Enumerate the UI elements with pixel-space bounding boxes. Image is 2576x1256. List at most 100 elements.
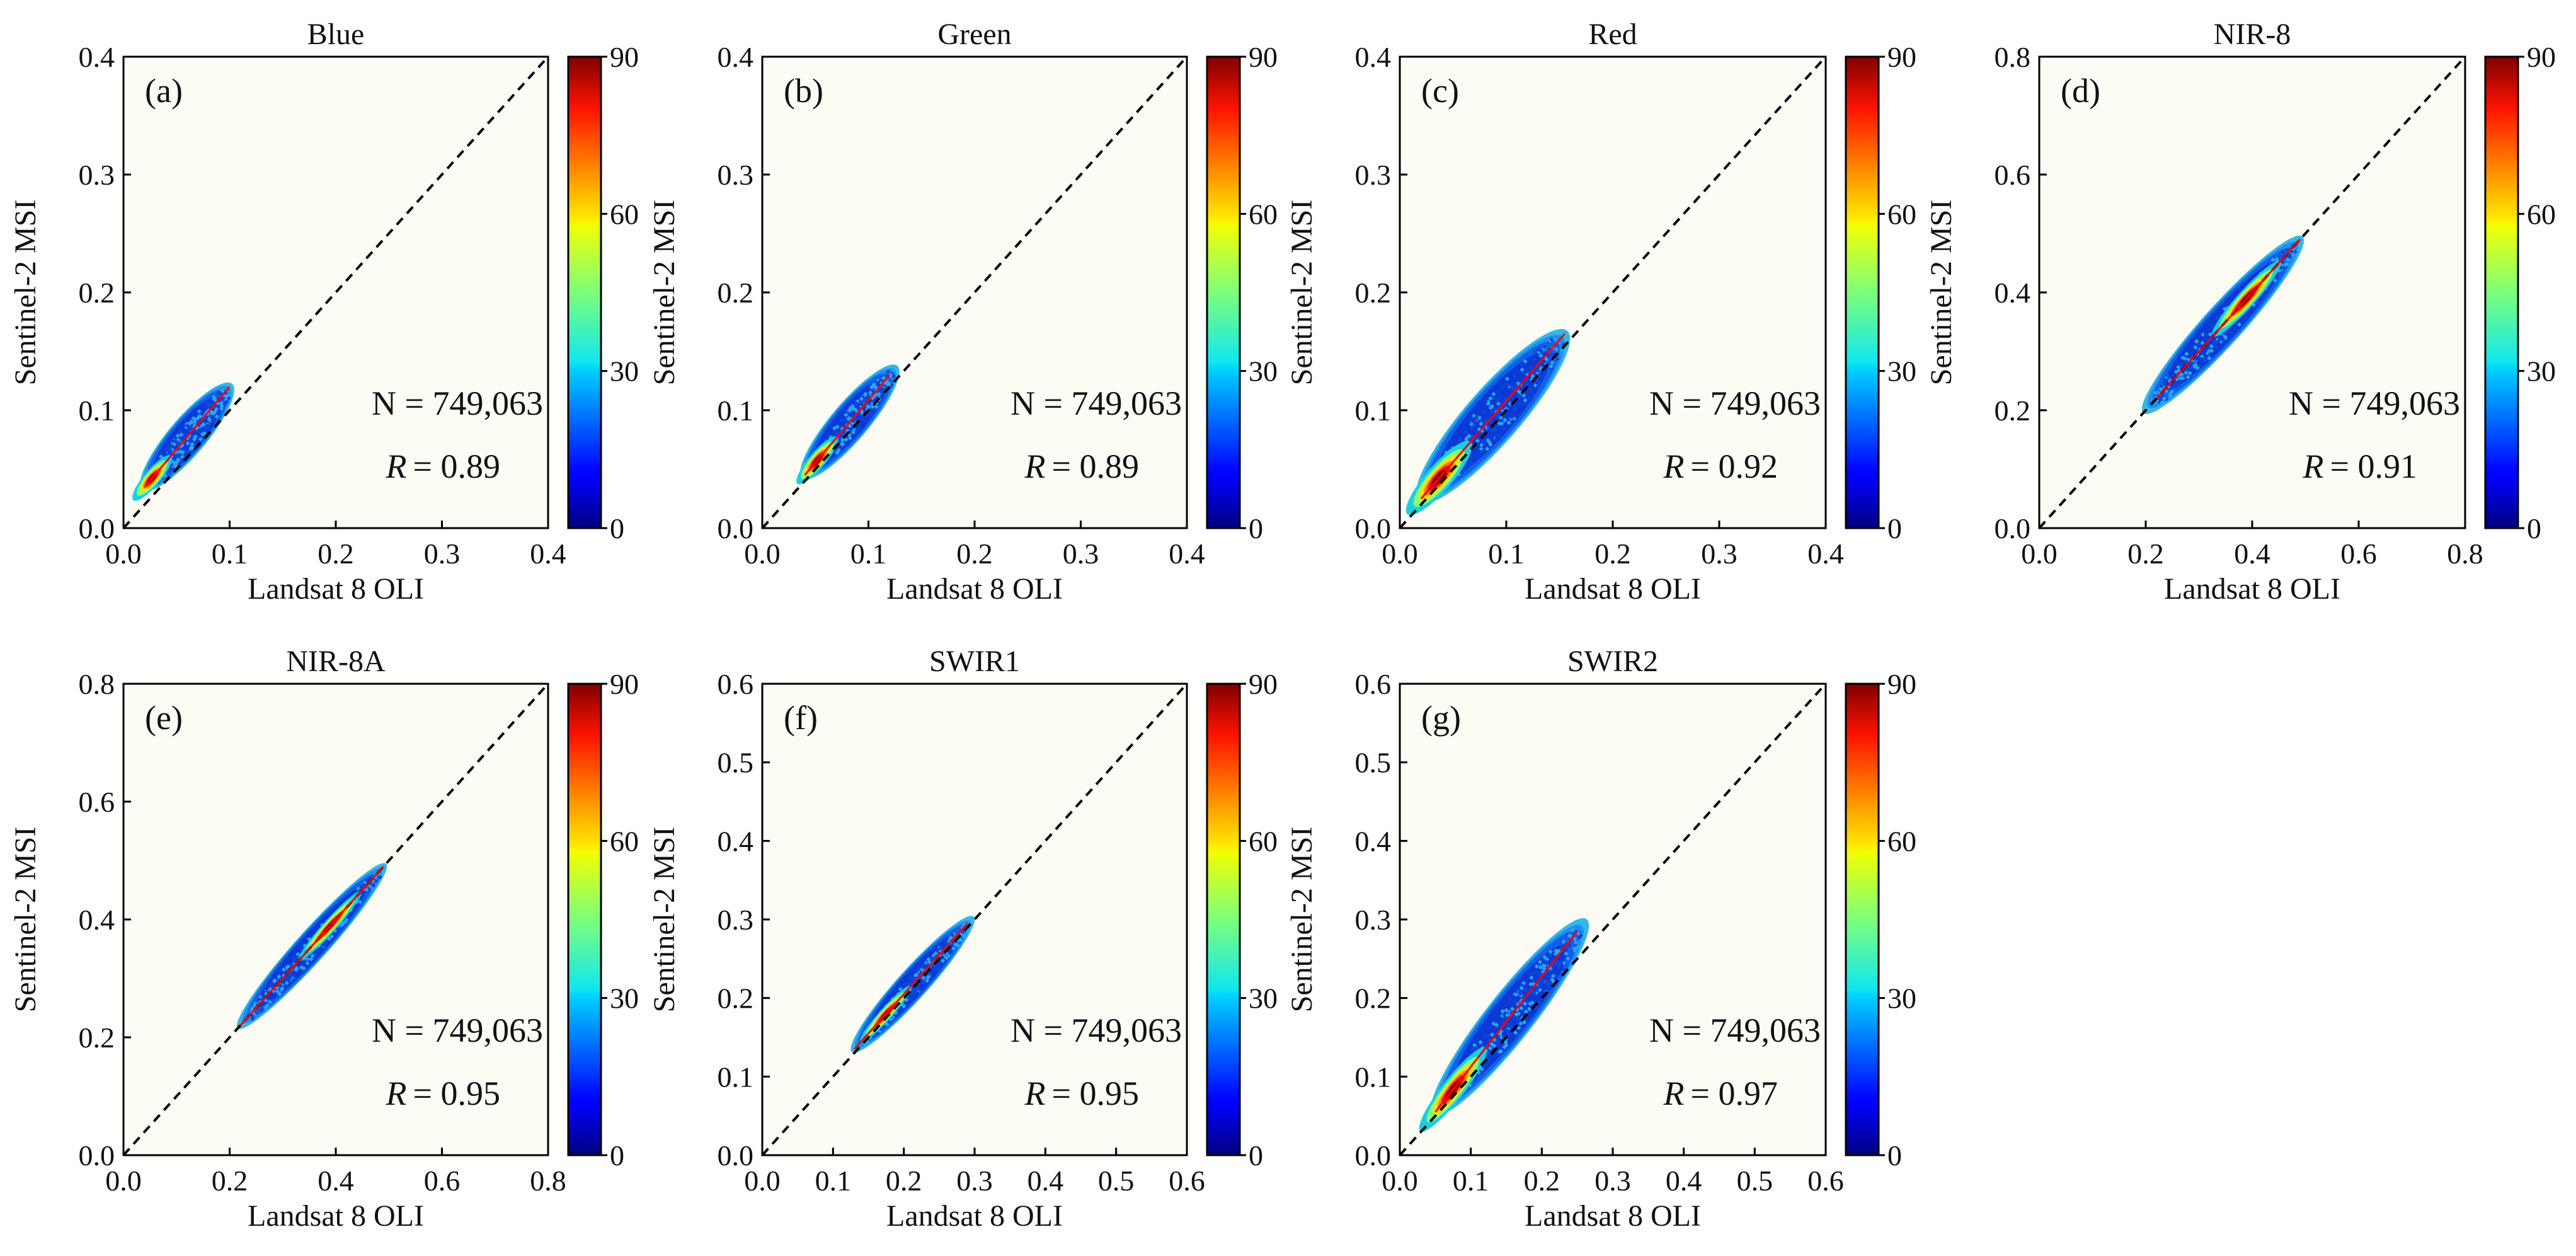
density-speck [835, 450, 840, 455]
scatter-panel: 0.0 0.2 0.4 0.6 0.8 0.0 0.2 0.4 0.6 0.8 NIR-8 Lands… [1925, 18, 2556, 606]
density-speck [1488, 1046, 1493, 1051]
density-speck [2185, 374, 2190, 379]
density-speck [200, 432, 205, 437]
density-speck [364, 887, 369, 892]
y-tick-label: 0.0 [718, 512, 754, 544]
density-speck [1462, 467, 1467, 472]
density-speck [966, 928, 971, 933]
density-speck [1541, 963, 1546, 968]
y-tick-label: 0.5 [1355, 747, 1392, 779]
colorbar-tick-label: 0 [2527, 512, 2541, 544]
r-annotation: R = 0.97 [1663, 1075, 1778, 1112]
density-speck [284, 965, 289, 970]
chart-title: Green [937, 18, 1011, 51]
y-tick-label: 0.2 [1995, 395, 2031, 427]
density-speck [1511, 373, 1516, 378]
density-speck [929, 972, 934, 977]
density-speck [185, 441, 190, 446]
panel-label: (d) [2061, 72, 2100, 110]
r-annotation: R = 0.89 [386, 447, 500, 485]
density-speck [1482, 409, 1487, 414]
y-tick-label: 0.3 [1355, 904, 1392, 936]
density-speck [1467, 462, 1472, 467]
density-speck [1511, 384, 1516, 389]
density-speck [2163, 377, 2168, 382]
y-tick-label: 0.1 [718, 1061, 754, 1093]
density-speck [1548, 953, 1553, 958]
scatter-panel: 0.0 0.1 0.2 0.3 0.4 0.5 0.6 0.0 0.1 0.2 0.3 0.4 0.5 0… [1285, 645, 1916, 1233]
density-speck [1480, 448, 1485, 453]
colorbar-tick-label: 0 [1887, 1139, 1902, 1172]
r-symbol: R [386, 1075, 407, 1112]
x-tick-label: 0.6 [1807, 1165, 1844, 1197]
x-tick-label: 0.6 [424, 1165, 461, 1197]
density-speck [1529, 972, 1534, 977]
density-speck [1525, 367, 1530, 372]
density-speck [1477, 415, 1482, 420]
density-speck [1546, 983, 1551, 988]
colorbar-tick-label: 30 [610, 982, 639, 1015]
density-speck [1500, 1009, 1505, 1014]
density-speck [1472, 1042, 1477, 1047]
density-speck [1529, 975, 1534, 980]
x-axis-label: Landsat 8 OLI [1525, 1199, 1701, 1233]
density-speck [2184, 351, 2189, 357]
density-speck [1489, 429, 1494, 434]
density-speck [1467, 434, 1472, 439]
density-speck [1521, 370, 1526, 376]
density-speck [859, 396, 864, 401]
r-annotation: R = 0.95 [386, 1075, 500, 1112]
x-tick-label: 0.2 [886, 1165, 922, 1197]
chart-title: NIR-8 [2214, 18, 2291, 51]
r-symbol: R [1024, 1075, 1046, 1112]
x-tick-label: 0.2 [212, 1165, 248, 1197]
y-axis-label: Sentinel-2 MSI [1285, 827, 1319, 1013]
density-speck [1502, 1045, 1507, 1050]
colorbar-tick-label: 90 [1249, 41, 1278, 73]
density-speck [862, 393, 867, 398]
density-speck [191, 416, 196, 421]
density-speck [2163, 379, 2168, 384]
density-speck [2214, 315, 2219, 320]
density-speck [1487, 440, 1492, 445]
density-speck [879, 389, 884, 394]
x-tick-label: 0.8 [2447, 538, 2483, 570]
density-speck [2183, 356, 2188, 361]
density-speck [1486, 425, 1491, 430]
density-speck [1516, 1011, 1521, 1016]
density-speck [219, 406, 224, 412]
fit-line [804, 374, 891, 476]
density-speck [2262, 293, 2267, 298]
density-speck [835, 424, 840, 429]
density-speck [1542, 345, 1547, 350]
density-speck [1561, 939, 1566, 944]
density-speck [876, 391, 881, 396]
density-speck [1572, 948, 1577, 953]
density-speck [310, 954, 315, 959]
colorbar-tick-label: 60 [610, 825, 639, 857]
density-speck [2187, 371, 2192, 376]
density-speck [207, 401, 212, 406]
density-speck [1555, 959, 1560, 964]
colorbar [1845, 683, 1880, 1156]
density-speck [847, 416, 852, 421]
density-speck [1485, 1051, 1491, 1056]
density-speck [886, 369, 891, 374]
y-tick-label: 0.0 [79, 512, 115, 544]
density-speck [163, 449, 168, 454]
density-speck [884, 381, 890, 386]
y-tick-label: 0.6 [79, 786, 115, 818]
density-speck [1535, 368, 1540, 373]
density-speck [943, 940, 948, 945]
density-speck [305, 957, 310, 962]
density-speck [1523, 1001, 1528, 1006]
colorbar-tick-label: 0 [1249, 512, 1263, 544]
density-speck [1500, 384, 1505, 389]
colorbar-tick-label: 60 [1249, 825, 1278, 857]
density-speck [2207, 352, 2212, 357]
colorbar [1845, 55, 1880, 529]
x-tick-label: 0.3 [424, 538, 461, 570]
density-speck [259, 1008, 264, 1013]
density-speck [1474, 415, 1479, 420]
density-speck [1523, 398, 1528, 403]
